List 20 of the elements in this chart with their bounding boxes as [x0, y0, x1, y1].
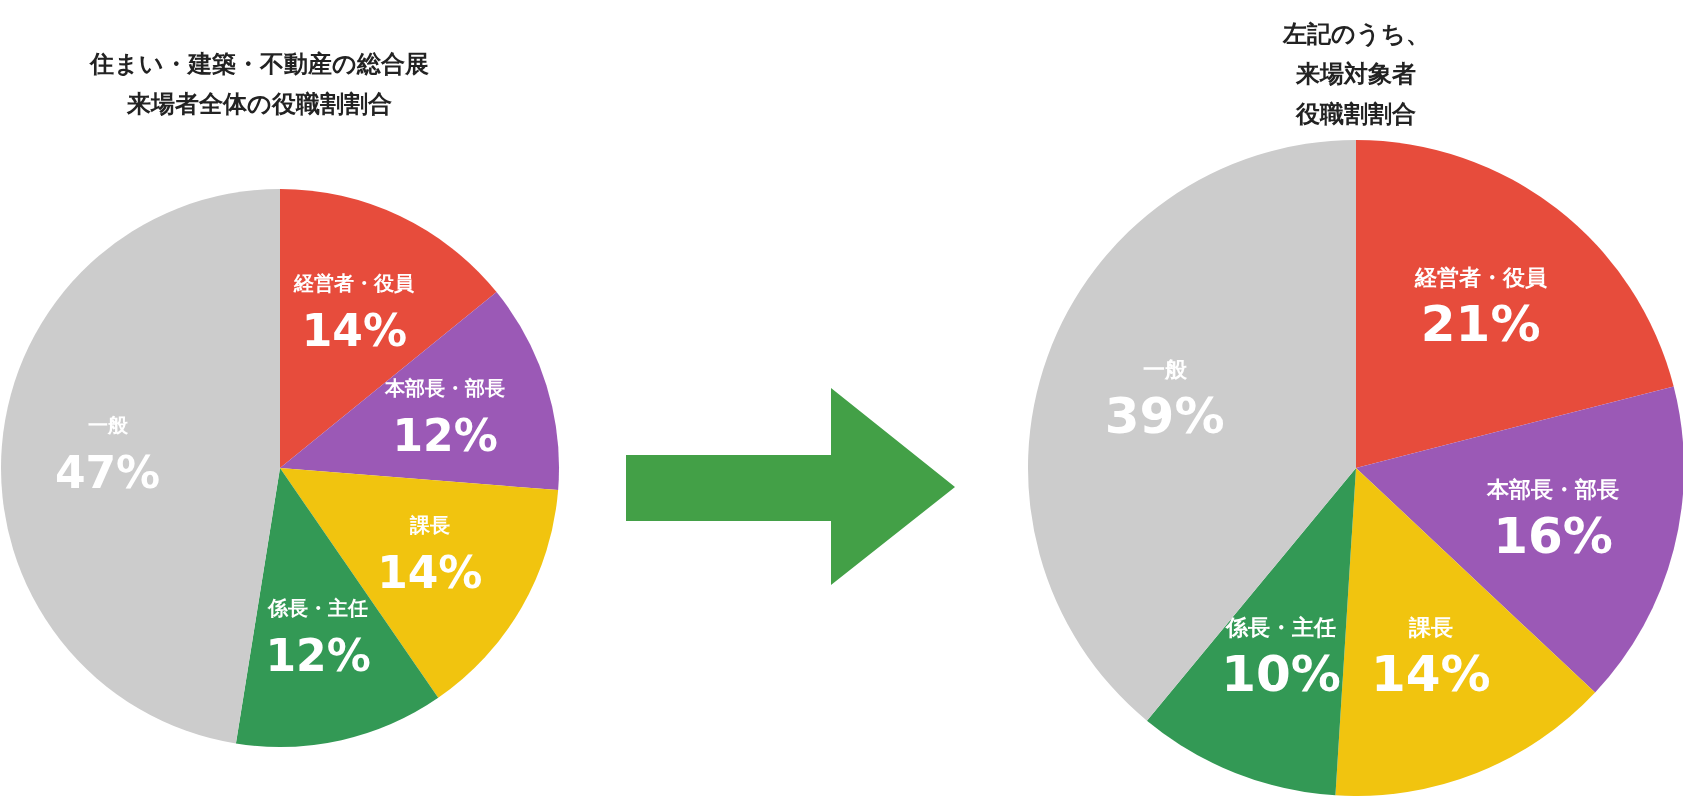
- data-label: 10%: [1221, 645, 1341, 704]
- slice-label: 課長: [1407, 615, 1453, 641]
- slice-label: 係長・主任: [267, 595, 369, 620]
- data-label: 14%: [301, 304, 408, 356]
- data-label: 12%: [392, 409, 498, 461]
- slice-label: 課長: [408, 513, 450, 538]
- chart-title: 住まい・建築・不動産の総合展: [88, 50, 429, 78]
- slice-label: 経営者・役員: [293, 270, 416, 295]
- chart-subtitle: 来場対象者役職割割合: [1295, 60, 1416, 128]
- data-label: 14%: [1371, 645, 1491, 704]
- data-label: 16%: [1493, 506, 1613, 565]
- chart-title: 左記のうち、: [1281, 20, 1430, 48]
- slice-label: 本部長・部長: [384, 375, 506, 400]
- slice-label: 経営者・役員: [1413, 265, 1547, 291]
- data-label: 14%: [377, 547, 483, 599]
- slice-label: 本部長・部長: [1485, 476, 1619, 502]
- chart-subtitle: 来場者全体の役職割割合: [125, 90, 392, 118]
- data-label: 21%: [1420, 295, 1541, 354]
- slice-label: 係長・主任: [1225, 615, 1337, 641]
- data-label: 12%: [265, 629, 371, 681]
